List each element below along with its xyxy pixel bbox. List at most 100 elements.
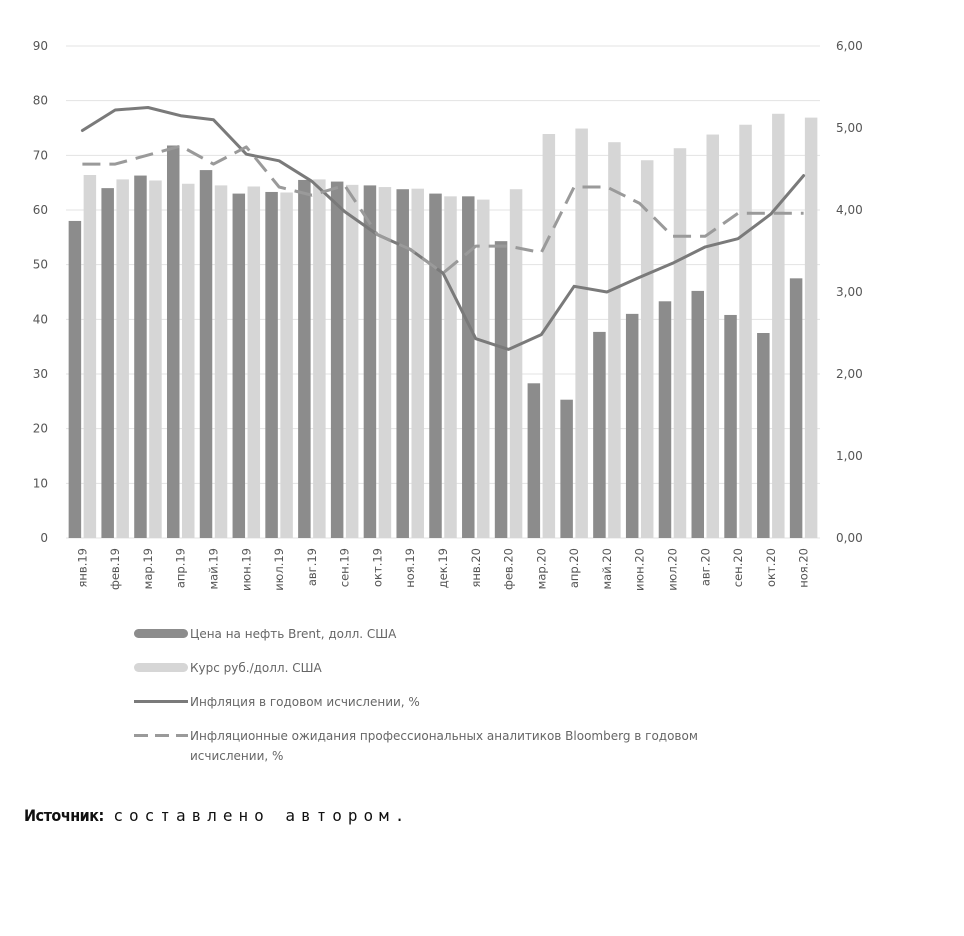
x-tick-label: янв.20 bbox=[469, 548, 483, 588]
legend-swatch-expectations bbox=[134, 726, 188, 744]
bar-brent bbox=[396, 189, 409, 538]
x-tick-label: апр.20 bbox=[567, 548, 581, 588]
bar-rate bbox=[116, 179, 129, 539]
source-text: составлено автором. bbox=[113, 806, 411, 825]
bar-rate bbox=[706, 134, 720, 538]
left-tick-label: 60 bbox=[33, 203, 48, 217]
x-tick-label: май.19 bbox=[207, 548, 221, 590]
bar-brent bbox=[593, 331, 606, 538]
right-tick-label: 0,00 bbox=[836, 531, 863, 545]
left-tick-label: 40 bbox=[33, 312, 48, 326]
bar-brent bbox=[232, 193, 246, 538]
bar-brent bbox=[560, 399, 573, 538]
source-label: Источник: bbox=[24, 806, 104, 825]
left-tick-label: 50 bbox=[33, 258, 48, 272]
bar-brent bbox=[265, 191, 278, 538]
x-tick-label: авг.19 bbox=[305, 548, 319, 586]
bar-brent bbox=[134, 175, 147, 538]
lines bbox=[80, 106, 806, 351]
x-tick-label: сен.20 bbox=[731, 548, 745, 587]
source-note: Источник: составлено автором. bbox=[24, 806, 410, 825]
right-tick-label: 4,00 bbox=[836, 203, 863, 217]
legend-item-brent: Цена на нефть Brent, долл. США bbox=[134, 624, 814, 644]
left-axis-ticks: 0 10 20 30 40 50 60 70 80 90 bbox=[33, 39, 48, 545]
bar-brent bbox=[527, 383, 541, 538]
bar-rate bbox=[772, 113, 785, 538]
x-tick-label: мар.19 bbox=[141, 548, 155, 589]
bar-brent bbox=[757, 333, 770, 538]
legend-label-expectations-line1: Инфляционные ожидания профессиональных а… bbox=[190, 729, 698, 743]
right-tick-label: 1,00 bbox=[836, 449, 863, 463]
bar-brent bbox=[625, 313, 639, 538]
x-tick-label: фев.19 bbox=[108, 548, 122, 590]
bar-rate bbox=[673, 148, 687, 538]
left-tick-label: 30 bbox=[33, 367, 48, 381]
x-tick-label: янв.19 bbox=[75, 548, 89, 588]
left-tick-label: 20 bbox=[33, 422, 48, 436]
bar-rate bbox=[575, 128, 588, 538]
bar-rate bbox=[477, 199, 490, 538]
bars bbox=[68, 113, 818, 539]
bar-brent bbox=[789, 278, 803, 538]
bar-brent bbox=[363, 185, 377, 538]
bar-rate bbox=[345, 184, 359, 538]
chart: 0 10 20 30 40 50 60 70 80 90 0,00 1,00 2,00 3,00 4,00… bbox=[33, 39, 863, 591]
left-tick-label: 10 bbox=[33, 476, 48, 490]
left-tick-label: 0 bbox=[40, 531, 48, 545]
line-expectations bbox=[82, 144, 804, 275]
bar-brent bbox=[724, 314, 737, 538]
bar-rate bbox=[411, 188, 424, 538]
bar-rate bbox=[640, 160, 654, 538]
bar-brent bbox=[101, 188, 114, 538]
bar-brent bbox=[330, 181, 344, 538]
right-tick-label: 6,00 bbox=[836, 39, 863, 53]
left-tick-label: 70 bbox=[33, 148, 48, 162]
bar-rate bbox=[181, 183, 195, 538]
bar-rate bbox=[313, 179, 326, 539]
x-tick-label: фев.20 bbox=[502, 548, 516, 590]
x-tick-label: ноя.20 bbox=[797, 548, 811, 588]
legend-label-brent: Цена на нефть Brent, долл. США bbox=[190, 627, 397, 641]
bar-brent bbox=[658, 301, 672, 538]
x-tick-label: окт.19 bbox=[370, 548, 384, 587]
x-tick-label: июл.19 bbox=[272, 548, 286, 591]
x-tick-label: июн.19 bbox=[239, 548, 253, 591]
bar-brent bbox=[429, 193, 442, 538]
legend-swatch-brent bbox=[134, 624, 188, 642]
x-tick-label: сен.19 bbox=[338, 548, 352, 587]
x-tick-label: дек.19 bbox=[436, 548, 450, 588]
bar-rate bbox=[378, 187, 392, 539]
right-tick-label: 5,00 bbox=[836, 121, 863, 135]
bar-brent bbox=[199, 170, 213, 539]
x-tick-label: апр.19 bbox=[174, 548, 188, 588]
bar-rate bbox=[542, 134, 556, 538]
bar-brent bbox=[494, 241, 508, 538]
bar-rate bbox=[280, 192, 293, 539]
x-axis-ticks: янв.19 фев.19 мар.19 апр.19 май.19 июн.19 июл.… bbox=[75, 548, 810, 591]
right-axis-ticks: 0,00 1,00 2,00 3,00 4,00 5,00 6,00 bbox=[836, 39, 863, 545]
bar-rate bbox=[247, 186, 261, 538]
legend-item-expectations: Инфляционные ожидания профессиональных а… bbox=[134, 726, 814, 766]
x-tick-label: ноя.19 bbox=[403, 548, 417, 588]
bar-rate bbox=[804, 117, 818, 538]
bar-rate bbox=[739, 124, 752, 538]
line-inflation bbox=[80, 106, 806, 351]
bar-brent bbox=[462, 196, 475, 539]
legend-item-inflation: Инфляция в годовом исчислении, % bbox=[134, 692, 814, 712]
bar-rate bbox=[83, 175, 97, 538]
bar-rate bbox=[608, 142, 621, 539]
legend-swatch-rate bbox=[134, 658, 188, 676]
bar-rate bbox=[149, 180, 162, 539]
bar-brent bbox=[166, 145, 180, 538]
bar-brent bbox=[691, 290, 705, 538]
left-tick-label: 80 bbox=[33, 94, 48, 108]
bar-rate bbox=[214, 185, 228, 538]
x-tick-label: июл.20 bbox=[666, 548, 680, 591]
right-tick-label: 2,00 bbox=[836, 367, 863, 381]
bar-rate bbox=[444, 196, 457, 539]
bar-brent bbox=[298, 179, 311, 538]
right-tick-label: 3,00 bbox=[836, 285, 863, 299]
legend-swatch-inflation bbox=[134, 692, 188, 710]
legend-label-rate: Курс руб./долл. США bbox=[190, 661, 322, 675]
x-tick-label: авг.20 bbox=[698, 548, 712, 586]
